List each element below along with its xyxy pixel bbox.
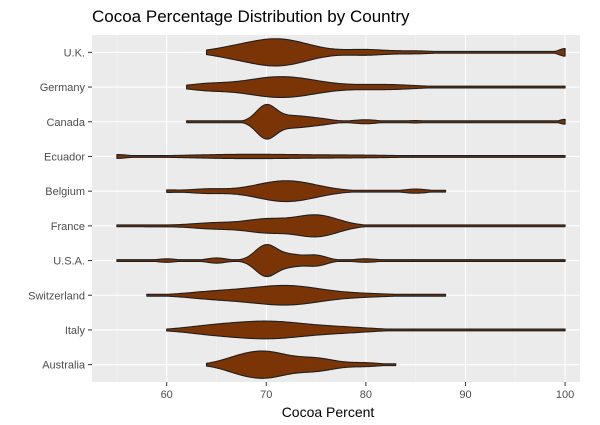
y-tick-label: U.S.A. — [53, 256, 85, 268]
x-axis-title: Cocoa Percent — [282, 404, 375, 420]
violin-u-s-a — [116, 243, 566, 278]
violin-france — [116, 214, 566, 238]
x-tick-label: 70 — [260, 389, 272, 401]
violin-germany — [186, 76, 566, 99]
y-tick-label: Ecuador — [44, 151, 85, 163]
y-tick-label: Italy — [65, 325, 86, 337]
y-tick-label: Australia — [42, 360, 86, 372]
chart-title: Cocoa Percentage Distribution by Country — [92, 7, 410, 26]
y-axis: U.K. Germany Canada Ecuador Belgium France U.S… — [28, 47, 92, 372]
violin-belgium — [166, 180, 447, 203]
x-tick-label: 100 — [556, 389, 574, 401]
violin-italy — [166, 320, 566, 340]
violin-u-k — [205, 38, 566, 67]
x-axis: 60 70 80 90 100 — [161, 382, 574, 401]
violin-canada — [186, 103, 566, 140]
violin-ecuador — [116, 153, 566, 160]
y-tick-label: Germany — [40, 82, 86, 94]
y-tick-label: France — [51, 221, 85, 233]
violin-switzerland — [146, 284, 447, 306]
y-tick-label: Belgium — [45, 186, 85, 198]
y-tick-label: Canada — [46, 117, 85, 129]
violin-australia — [205, 350, 397, 379]
violins — [116, 38, 566, 379]
x-tick-label: 80 — [360, 389, 372, 401]
x-tick-label: 90 — [459, 389, 471, 401]
y-tick-label: Switzerland — [28, 290, 85, 302]
y-tick-label: U.K. — [64, 47, 85, 59]
x-tick-label: 60 — [161, 389, 173, 401]
plot-panel — [92, 35, 580, 382]
